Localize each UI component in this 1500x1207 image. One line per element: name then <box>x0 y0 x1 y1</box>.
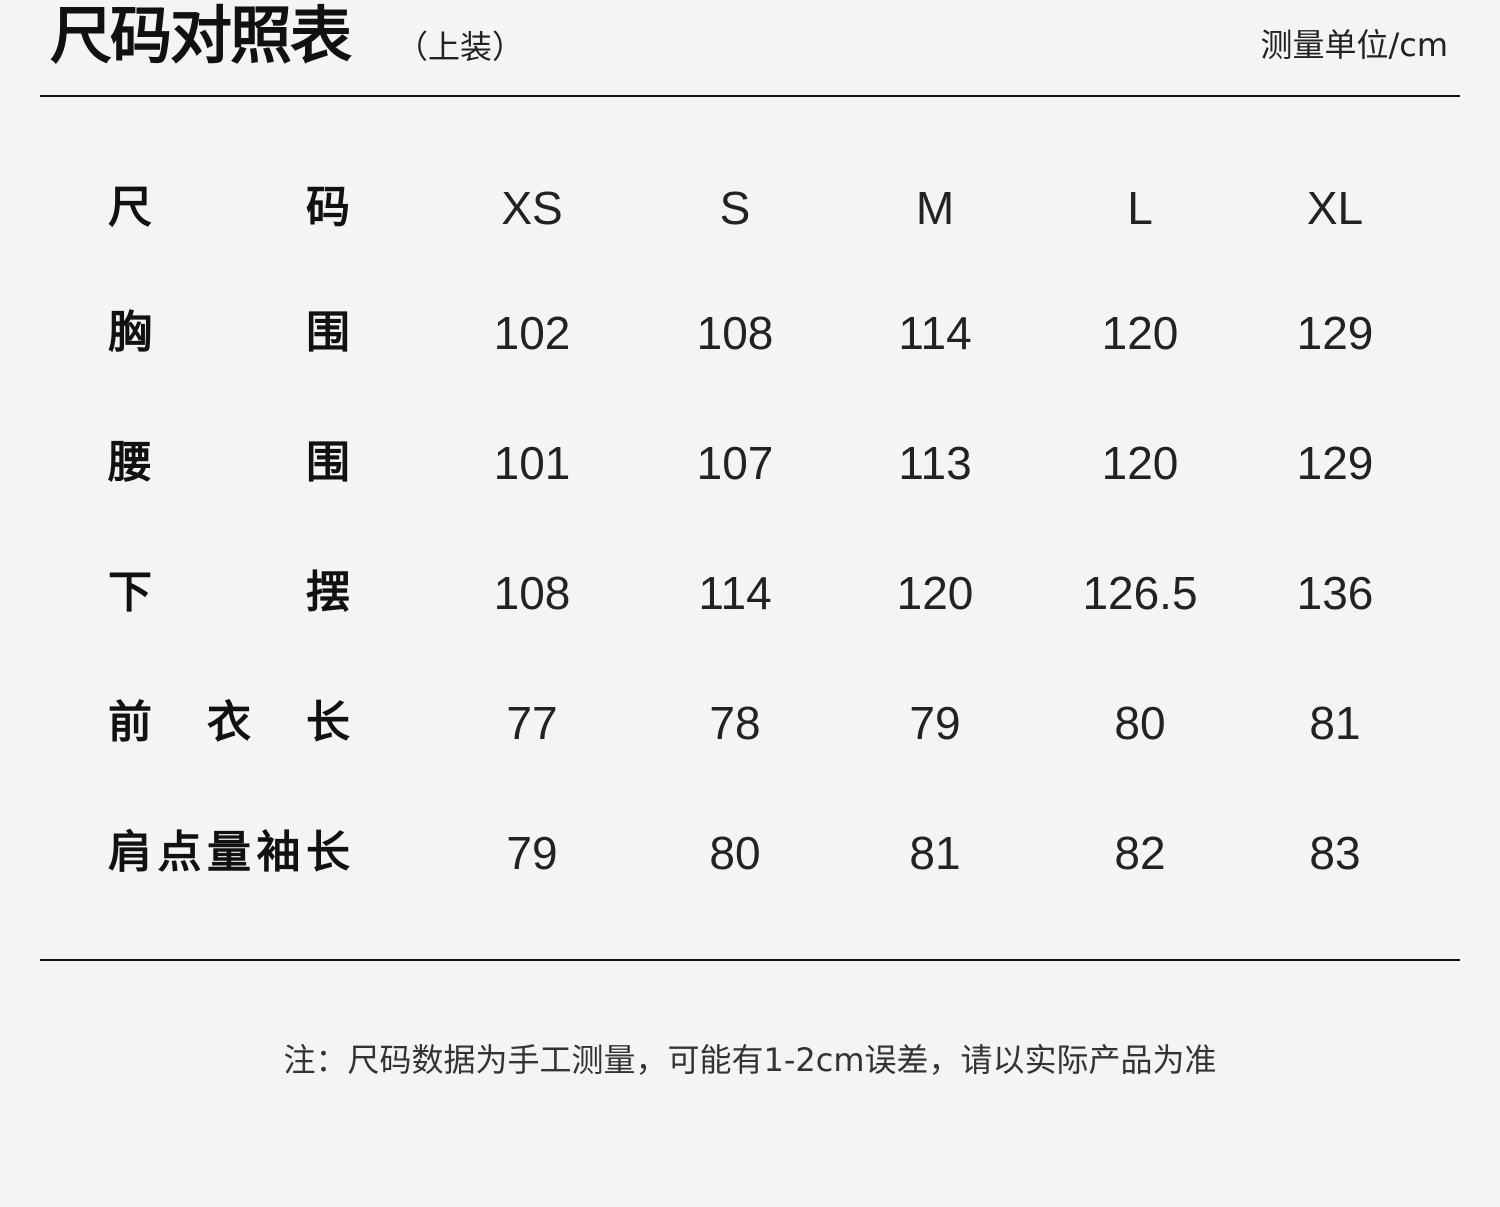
row-label: 前衣长 <box>108 697 350 748</box>
top-divider <box>40 95 1460 97</box>
value-cell: 80 <box>709 827 761 879</box>
value-cell: 129 <box>1296 437 1374 489</box>
header-row: 尺码 XS S M L XL <box>0 173 1500 243</box>
value-cell: 126.5 <box>1082 567 1198 619</box>
page-title: 尺码对照表 <box>50 0 352 72</box>
value-cell: 101 <box>493 437 571 489</box>
value-cell: 102 <box>493 307 571 359</box>
value-cell: 120 <box>896 567 974 619</box>
value-cell: 81 <box>1309 697 1361 749</box>
value-cell: 120 <box>1101 437 1179 489</box>
value-cell: 120 <box>1101 307 1179 359</box>
page-subtitle: （上装） <box>396 28 525 66</box>
value-cell: 81 <box>909 827 961 879</box>
size-header-cell: XS <box>501 182 563 234</box>
value-cell: 78 <box>709 697 761 749</box>
row-label: 下摆 <box>108 567 350 618</box>
row-label: 腰围 <box>108 437 350 488</box>
size-header-cell: L <box>1127 182 1153 234</box>
value-cell: 77 <box>506 697 558 749</box>
value-cell: 82 <box>1114 827 1166 879</box>
footer-note: 注：尺码数据为手工测量，可能有1-2cm误差，请以实际产品为准 <box>283 1041 1217 1079</box>
value-cell: 80 <box>1114 697 1166 749</box>
row-label: 胸围 <box>108 307 350 358</box>
value-cell: 113 <box>898 437 972 489</box>
table-row: 肩点量袖长 79 80 81 82 83 <box>0 818 1500 888</box>
table-row: 腰围 101 107 113 120 129 <box>0 428 1500 498</box>
value-cell: 114 <box>898 307 972 359</box>
table-row: 下摆 108 114 120 126.5 136 <box>0 558 1500 628</box>
value-cell: 79 <box>909 697 961 749</box>
size-header-cell: S <box>719 182 751 234</box>
size-header-cell: M <box>915 182 955 234</box>
size-header-cell: XL <box>1306 182 1364 234</box>
value-cell: 108 <box>493 567 571 619</box>
value-cell: 136 <box>1296 567 1374 619</box>
value-cell: 114 <box>698 567 772 619</box>
value-cell: 107 <box>696 437 774 489</box>
bottom-divider <box>40 959 1460 961</box>
table-row: 前衣长 77 78 79 80 81 <box>0 688 1500 758</box>
table-row: 胸围 102 108 114 120 129 <box>0 298 1500 368</box>
value-cell: 79 <box>506 827 558 879</box>
row-label: 尺码 <box>108 182 350 233</box>
value-cell: 129 <box>1296 307 1374 359</box>
value-cell: 108 <box>696 307 774 359</box>
row-label: 肩点量袖长 <box>108 827 350 878</box>
value-cell: 83 <box>1309 827 1361 879</box>
unit-label: 测量单位/cm <box>1260 26 1448 64</box>
